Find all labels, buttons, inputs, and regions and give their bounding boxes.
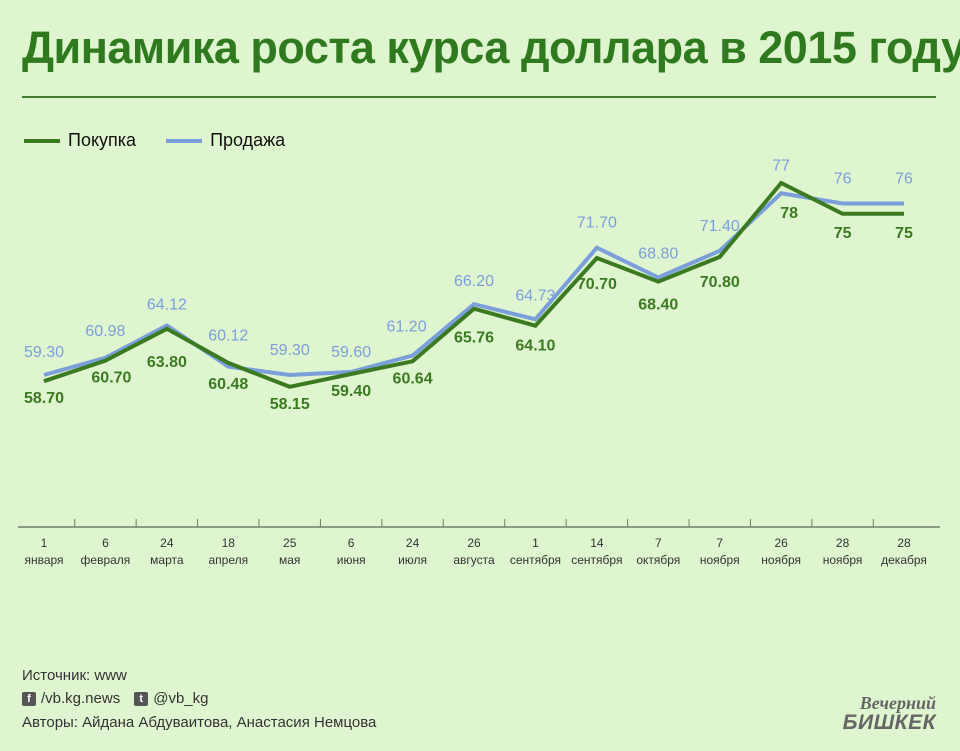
data-label-buy: 75: [834, 225, 852, 242]
x-tick-label-day: 25: [283, 536, 297, 550]
legend: Покупка Продажа: [24, 130, 315, 151]
logo-bottom-text: БИШКЕК: [842, 711, 936, 734]
data-label-sell: 61.20: [387, 319, 427, 336]
series-line-buy: [43, 180, 904, 389]
data-label-buy: 59.40: [331, 383, 371, 400]
x-tick-label-day: 28: [897, 536, 911, 550]
x-tick-label-month: июля: [398, 553, 427, 567]
x-tick-label-month: декабря: [881, 553, 927, 567]
data-label-buy: 58.15: [270, 396, 310, 413]
data-label-buy: 60.48: [208, 376, 248, 393]
legend-swatch-buy: [24, 138, 60, 143]
x-tick-label-month: февраля: [81, 553, 131, 567]
data-label-buy: 68.40: [638, 297, 678, 314]
title-divider: [22, 96, 936, 98]
x-tick-label-day: 6: [348, 536, 355, 550]
x-tick-label-month: января: [24, 553, 63, 567]
data-label-sell: 59.30: [270, 342, 310, 359]
x-tick-label-month: июня: [337, 553, 366, 567]
facebook-icon[interactable]: f: [22, 691, 36, 706]
x-tick-label-day: 28: [836, 536, 850, 550]
data-label-sell: 64.12: [147, 297, 187, 314]
legend-label-buy: Покупка: [68, 130, 137, 150]
data-label-buy: 58.70: [24, 390, 64, 407]
chart-title: Динамика роста курса доллара в 2015 году: [22, 22, 960, 73]
x-tick-label-month: октября: [636, 553, 680, 567]
legend-swatch-sell: [166, 138, 203, 143]
data-label-buy: 75: [895, 225, 913, 242]
data-label-sell: 77: [772, 157, 790, 174]
data-label-sell: 76: [834, 171, 852, 188]
x-tick-label-month: ноября: [823, 553, 863, 567]
brand-logo: Вечерний БИШКЕК: [843, 694, 936, 733]
x-tick-label-month: марта: [150, 553, 184, 567]
data-label-sell: 76: [895, 171, 913, 188]
data-label-buy: 63.80: [147, 354, 187, 371]
facebook-link[interactable]: /vb.kg.news: [41, 690, 121, 707]
data-label-buy: 70.70: [577, 276, 617, 293]
source-text: Источник: www: [22, 667, 127, 684]
data-label-sell: 71.70: [577, 215, 617, 232]
x-tick-label-day: 24: [406, 536, 420, 550]
data-label-sell: 71.40: [700, 218, 740, 235]
x-tick-label-day: 26: [774, 536, 788, 550]
x-tick-label-month: августа: [453, 553, 495, 567]
x-tick-label-month: мая: [279, 553, 300, 567]
twitter-link[interactable]: @vb_kg: [153, 690, 209, 707]
data-label-sell: 60.12: [208, 328, 248, 345]
x-tick-label-day: 1: [532, 536, 539, 550]
x-tick-label-day: 7: [655, 536, 662, 550]
x-tick-label-month: ноября: [700, 553, 740, 567]
data-label-sell: 68.80: [638, 245, 678, 262]
authors-text: Авторы: Айдана Абдуваитова, Анастасия Не…: [22, 714, 377, 731]
twitter-icon[interactable]: t: [134, 691, 149, 706]
data-label-buy: 60.64: [393, 370, 433, 387]
data-label-sell: 59.30: [24, 344, 64, 361]
x-tick-label-day: 1: [41, 536, 48, 550]
legend-item-sell: Продажа: [166, 130, 285, 151]
x-tick-label-month: апреля: [208, 553, 248, 567]
data-label-sell: 60.98: [85, 323, 125, 340]
x-tick-label-month: сентября: [571, 553, 622, 567]
data-label-buy: 60.70: [91, 370, 131, 387]
x-tick-label-day: 18: [222, 536, 236, 550]
data-label-sell: 66.20: [454, 273, 494, 290]
logo-top-text: Вечерний: [859, 693, 936, 713]
x-tick-label-day: 26: [467, 536, 481, 550]
legend-item-buy: Покупка: [24, 130, 136, 151]
legend-label-sell: Продажа: [210, 130, 286, 150]
data-label-buy: 70.80: [700, 274, 740, 291]
data-label-buy: 64.10: [515, 338, 555, 355]
x-tick-label-day: 24: [160, 536, 174, 550]
data-label-sell: 59.60: [331, 344, 371, 361]
x-tick-label-day: 6: [102, 536, 109, 550]
x-tick-label-month: ноября: [761, 553, 801, 567]
x-tick-label-month: сентября: [510, 553, 561, 567]
social-links: f /vb.kg.news t @vb_kg: [22, 690, 208, 707]
x-tick-label-day: 7: [716, 536, 723, 550]
data-label-sell: 64.73: [515, 287, 555, 304]
data-label-buy: 65.76: [454, 330, 494, 347]
data-label-buy: 78: [780, 205, 798, 222]
x-tick-label-day: 14: [590, 536, 604, 550]
